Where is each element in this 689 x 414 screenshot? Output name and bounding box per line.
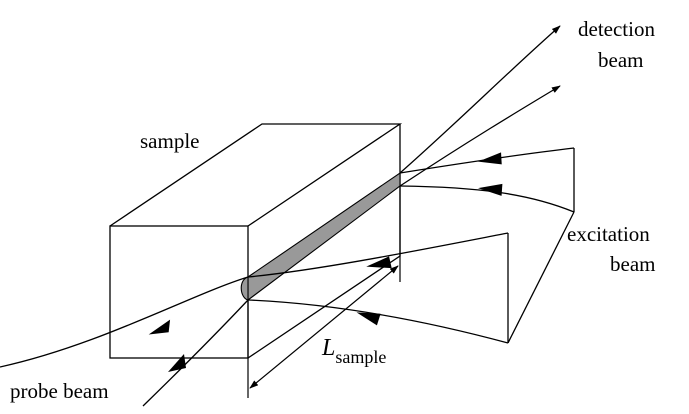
detection-beam-ray-1: [399, 25, 561, 174]
label-probe-beam: probe beam: [10, 379, 109, 403]
length-dimension: [247, 186, 401, 398]
label-sample: sample: [140, 129, 199, 153]
detection-beam-ray-2: [399, 85, 561, 187]
excitation-beam-outline: [507, 148, 575, 344]
excitation-arrowhead-1: [478, 152, 502, 165]
label-excitation-line2: beam: [610, 252, 655, 276]
probe-beam: [0, 276, 249, 407]
label-length-subscript: sample: [335, 347, 386, 367]
excitation-ray-upper: [399, 147, 575, 174]
excitation-arrowhead-3: [366, 256, 392, 269]
dimension-line: [249, 265, 399, 389]
probe-beam-ray-1: [0, 276, 249, 368]
sample-front-face: [109, 225, 249, 359]
label-excitation-line1: excitation: [567, 222, 650, 246]
detection-beam: [399, 25, 561, 187]
sample-top-face: [109, 123, 403, 227]
label-detection-line2: beam: [598, 48, 643, 72]
label-length: Lsample: [321, 335, 386, 367]
interaction-band: [247, 171, 401, 302]
sample-block: [109, 123, 403, 359]
excitation-outline-bottom-diagonal: [507, 211, 575, 344]
probe-beam-ray-2: [142, 299, 249, 407]
label-length-symbol: L: [321, 335, 335, 361]
probe-arrowhead-2: [168, 354, 186, 372]
interaction-region: [240, 171, 401, 302]
interaction-end-cap: [240, 276, 249, 301]
probe-arrowhead-1: [148, 319, 171, 335]
label-detection-line1: detection: [578, 17, 655, 41]
excitation-arrowhead-2: [478, 183, 503, 196]
